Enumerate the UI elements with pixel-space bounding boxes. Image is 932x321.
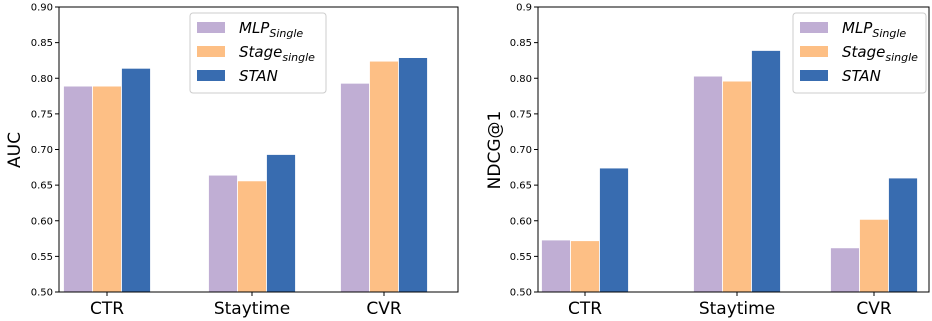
- auc-legend-swatch-mlp: [197, 22, 225, 33]
- auc-y-tick-label: 0.80: [31, 74, 53, 85]
- auc-x-tick-label-cvr: CVR: [366, 299, 401, 319]
- auc-legend-label-stan: STAN: [239, 67, 278, 85]
- ndcg-y-axis: 0.50 0.55 0.60 0.65 0.70 0.75 0.80 0.85 0.9: [510, 3, 538, 299]
- auc-y-tick-label: 0.55: [31, 252, 53, 263]
- auc-x-tick-label-ctr: CTR: [90, 299, 124, 319]
- ndcg-x-axis: CTR Staytime CVR: [568, 292, 892, 319]
- auc-y-tick-label: 0.85: [31, 38, 53, 49]
- ndcg-bar-ctr-stan: [599, 167, 629, 293]
- auc-y-tick-label: 0.65: [31, 181, 53, 192]
- ndcg-chart: 0.50 0.55 0.60 0.65 0.70 0.75 0.80 0.85 0.9 CTR S…: [485, 3, 930, 319]
- ndcg-y-tick-label: 0.80: [510, 74, 532, 85]
- auc-y-tick-label: 0.70: [31, 145, 53, 156]
- auc-bar-ctr-stage: [92, 85, 122, 293]
- auc-bar-cvr-stan: [398, 57, 428, 293]
- ndcg-y-tick-label: 0.75: [510, 109, 532, 120]
- ndcg-legend-swatch-stan: [800, 70, 828, 81]
- ndcg-y-tick-label: 0.9: [516, 3, 532, 14]
- ndcg-x-tick-label-ctr: CTR: [568, 299, 602, 319]
- ndcg-y-tick-label: 0.55: [510, 252, 532, 263]
- ndcg-y-tick-label: 0.65: [510, 181, 532, 192]
- auc-bar-cvr-stage: [369, 60, 399, 293]
- ndcg-y-tick-label: 0.60: [510, 216, 532, 227]
- auc-x-tick-label-staytime: Staytime: [214, 299, 290, 319]
- ndcg-y-axis-label: NDCG@1: [485, 111, 505, 190]
- ndcg-legend-label-stan: STAN: [842, 67, 881, 85]
- auc-bar-ctr-stan: [121, 67, 151, 293]
- auc-y-tick-label: 0.75: [31, 109, 53, 120]
- auc-legend-swatch-stan: [197, 70, 225, 81]
- auc-bars: [63, 57, 428, 293]
- auc-x-axis: CTR Staytime CVR: [90, 292, 402, 319]
- auc-y-tick-label: 0.60: [31, 216, 53, 227]
- auc-y-axis-label: AUC: [5, 132, 25, 168]
- auc-chart: 0.50 0.55 0.60 0.65 0.70 0.75 0.80 0.85 0.90 CTR…: [5, 3, 459, 319]
- ndcg-y-tick-label: 0.85: [510, 38, 532, 49]
- auc-y-tick-label: 0.50: [31, 288, 53, 299]
- ndcg-y-tick-label: 0.70: [510, 145, 532, 156]
- ndcg-bar-cvr-stan: [888, 177, 918, 293]
- ndcg-x-tick-label-staytime: Staytime: [699, 299, 775, 319]
- auc-bar-cvr-mlp: [340, 82, 370, 293]
- ndcg-y-tick-label: 0.50: [510, 288, 532, 299]
- auc-legend-swatch-stage: [197, 46, 225, 57]
- ndcg-bar-cvr-stage: [859, 218, 889, 293]
- ndcg-bar-ctr-stage: [570, 240, 600, 293]
- auc-bar-staytime-stage: [237, 180, 267, 293]
- auc-bar-ctr-mlp: [63, 85, 93, 293]
- ndcg-legend-swatch-mlp: [800, 22, 828, 33]
- auc-bar-staytime-mlp: [208, 174, 238, 293]
- ndcg-bar-cvr-mlp: [830, 247, 860, 293]
- ndcg-bar-ctr-mlp: [541, 239, 571, 293]
- ndcg-bar-staytime-stan: [751, 50, 781, 293]
- auc-y-axis: 0.50 0.55 0.60 0.65 0.70 0.75 0.80 0.85 0.90: [31, 3, 59, 299]
- auc-bar-staytime-stan: [266, 154, 296, 293]
- ndcg-legend-swatch-stage: [800, 46, 828, 57]
- auc-y-tick-label: 0.90: [31, 3, 53, 14]
- ndcg-bar-staytime-stage: [722, 80, 752, 293]
- ndcg-bar-staytime-mlp: [693, 75, 723, 293]
- ndcg-x-tick-label-cvr: CVR: [856, 299, 891, 319]
